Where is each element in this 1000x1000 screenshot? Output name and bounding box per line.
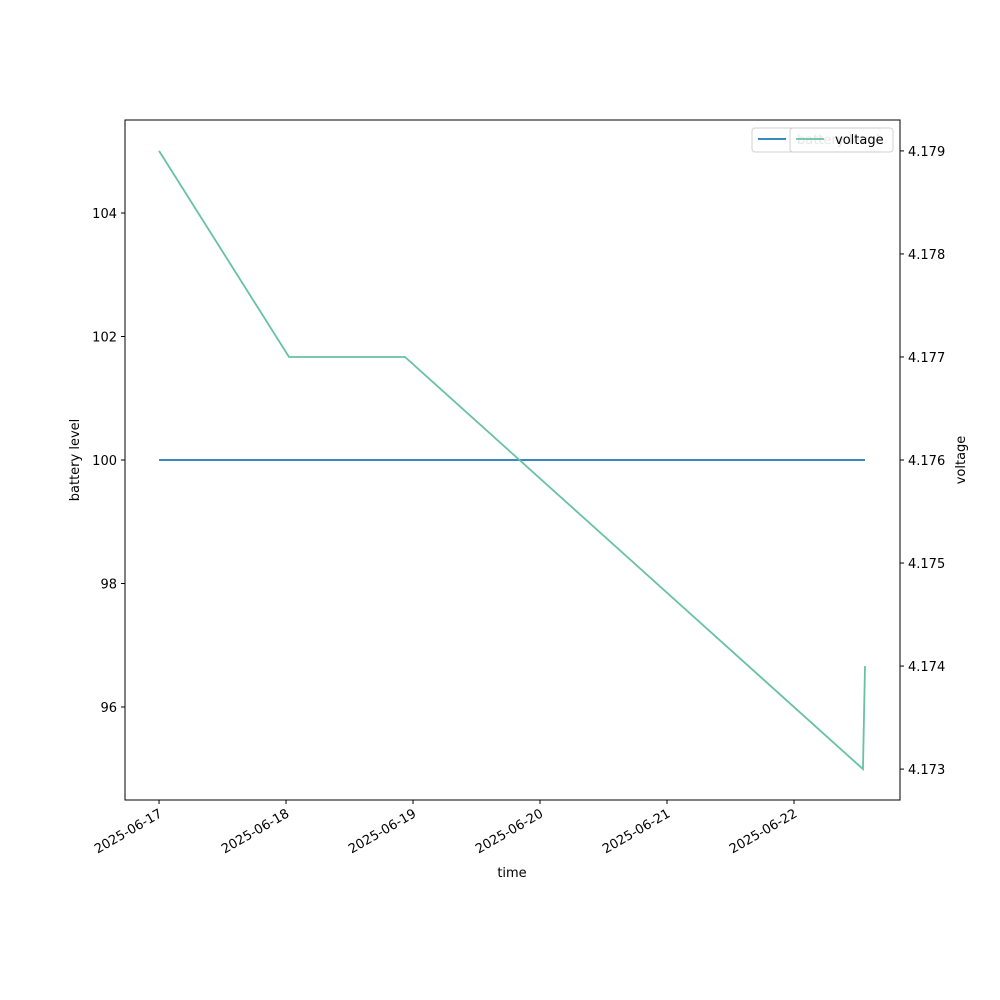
y2-tick-label: 4.174 [908,660,945,675]
y-tick-label: 102 [92,330,117,345]
y2-tick-label: 4.173 [908,763,945,778]
y2-tick-label: 4.176 [908,454,945,469]
x-tick-label: 2025-06-22 [727,806,800,857]
legend: voltage [789,127,894,153]
x-axis-label: time [497,866,526,881]
y2-tick-label: 4.178 [908,248,945,263]
legend-box [789,127,894,153]
y-tick-label: 104 [92,207,117,222]
y-axis-label: battery level [68,419,83,502]
y-tick-label: 96 [100,701,117,716]
series-line [158,150,866,772]
x-tick-label: 2025-06-21 [600,806,673,857]
x-tick-label: 2025-06-20 [473,806,546,857]
y-tick-label: 98 [100,578,117,593]
y-tick-label: 100 [92,454,117,469]
y2-tick-label: 4.177 [908,351,945,366]
y2-tick-label: 4.179 [908,145,945,160]
y2-axis-label: voltage [954,436,969,485]
x-tick-label: 2025-06-19 [346,806,419,857]
x-tick-label: 2025-06-17 [92,806,165,857]
legend-label: voltage [835,133,884,148]
y2-tick-label: 4.175 [908,557,945,572]
x-tick-label: 2025-06-18 [219,806,292,857]
